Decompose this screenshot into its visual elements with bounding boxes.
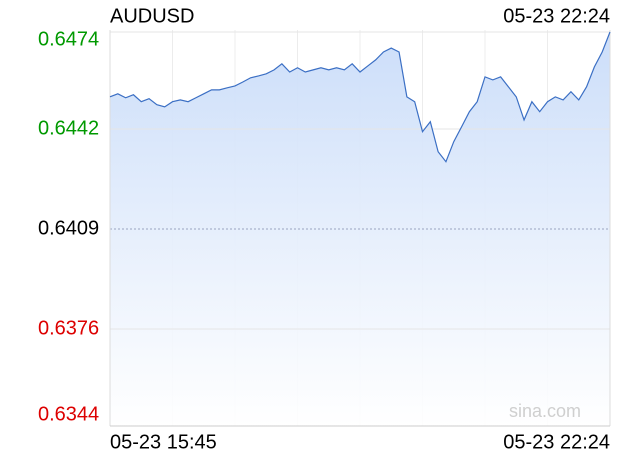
y-tick-label: 0.6376: [38, 317, 99, 339]
y-tick-label: 0.6442: [38, 117, 99, 139]
watermark: sina.com: [509, 401, 581, 421]
y-tick-label: 0.6474: [38, 28, 99, 50]
chart-title: AUDUSD: [110, 5, 194, 27]
timestamp: 05-23 22:24: [503, 5, 610, 27]
y-tick-label: 0.6344: [38, 403, 99, 425]
x-tick-label: 05-23 15:45: [110, 431, 217, 453]
price-line: [109, 31, 611, 163]
y-tick-label: 0.6409: [38, 217, 99, 239]
x-tick-label: 05-23 22:24: [503, 431, 610, 453]
